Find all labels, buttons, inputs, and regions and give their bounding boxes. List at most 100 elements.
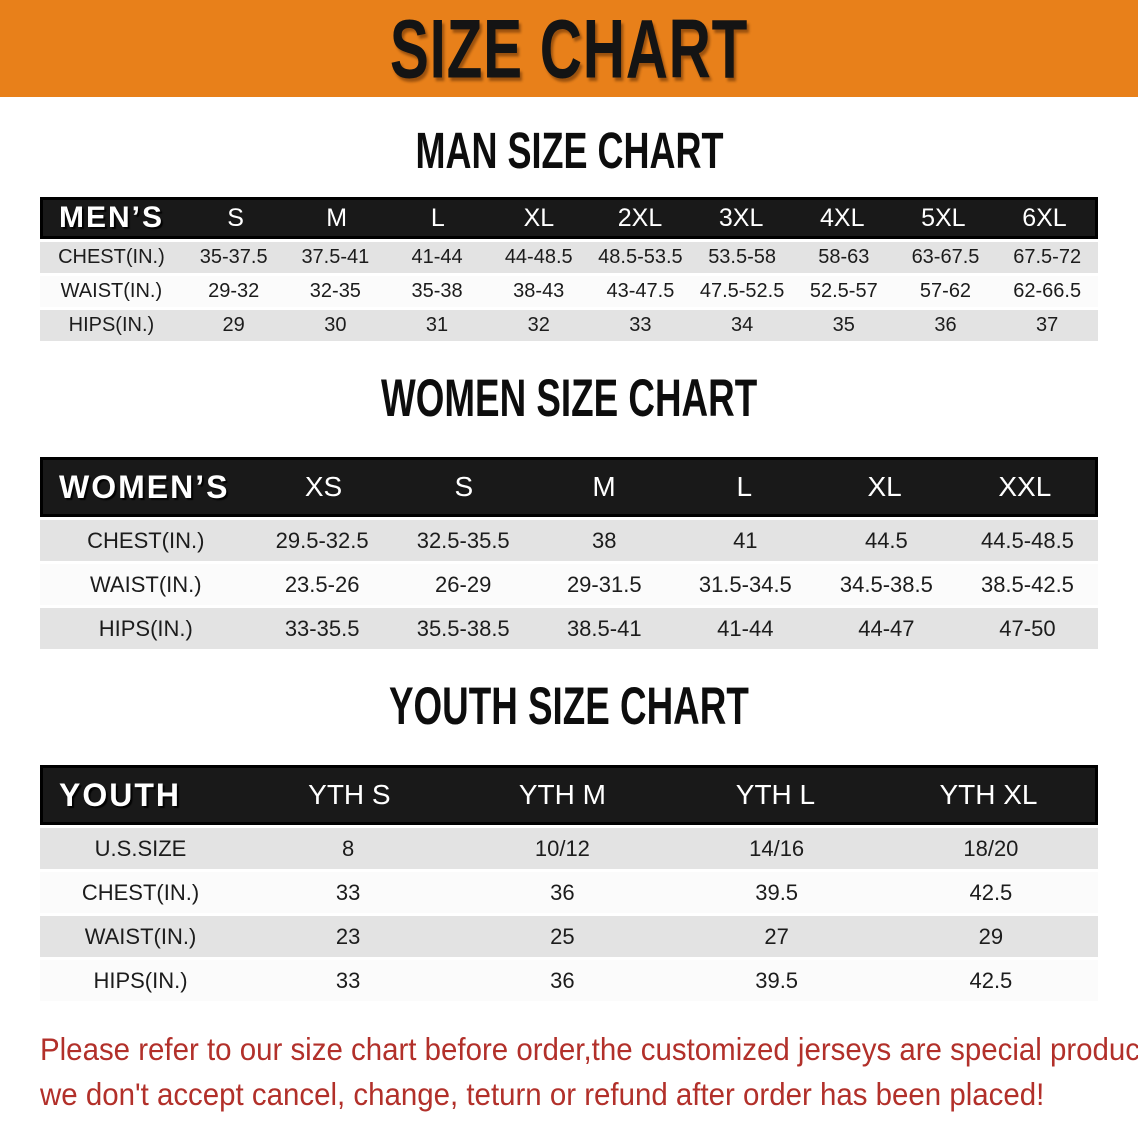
row-label: WAIST(IN.) bbox=[84, 923, 197, 949]
page-title: SIZE CHART bbox=[389, 0, 749, 96]
table-row: U.S.SIZE 8 10/12 14/16 18/20 bbox=[40, 828, 1098, 869]
size-cell: 10/12 bbox=[534, 835, 590, 861]
size-cell: 32-35 bbox=[309, 280, 361, 302]
size-cell: 37 bbox=[1036, 314, 1059, 336]
size-cell: 35 bbox=[832, 314, 855, 336]
column-header: XS bbox=[304, 471, 343, 502]
column-header: 3XL bbox=[718, 203, 764, 232]
table-corner-label: YOUTH bbox=[59, 776, 181, 813]
size-cell: 42.5 bbox=[969, 879, 1013, 905]
size-cell: 53.5-58 bbox=[708, 246, 777, 268]
size-cell: 63-67.5 bbox=[911, 246, 980, 268]
table-corner-label: WOMEN’S bbox=[59, 468, 230, 505]
size-cell: 34 bbox=[730, 314, 754, 336]
size-cell: 25 bbox=[550, 923, 575, 949]
size-cell: 44.5-48.5 bbox=[980, 527, 1074, 553]
size-section-2: YOUTH SIZE CHART YOUTH YTH S YTH M YTH L YTH … bbox=[0, 649, 1138, 1001]
size-cell: 41 bbox=[733, 527, 758, 553]
column-header: YTH S bbox=[308, 779, 391, 810]
table-row: CHEST(IN.) 29.5-32.5 32.5-35.5 38 41 44.5 44.5… bbox=[40, 520, 1098, 561]
size-cell: 33 bbox=[629, 314, 652, 336]
size-cell: 44-48.5 bbox=[504, 246, 573, 268]
column-header: XL bbox=[867, 471, 902, 502]
size-cell: 39.5 bbox=[755, 967, 799, 993]
column-header: YTH M bbox=[518, 779, 606, 810]
size-cell: 23.5-26 bbox=[284, 571, 360, 597]
size-cell: 57-62 bbox=[919, 280, 972, 302]
row-label: CHEST(IN.) bbox=[87, 527, 205, 553]
disclaimer: Please refer to our size chart before or… bbox=[40, 1027, 1138, 1117]
column-header: YTH XL bbox=[939, 779, 1038, 810]
size-cell: 36 bbox=[550, 879, 575, 905]
row-label: CHEST(IN.) bbox=[58, 246, 165, 268]
section-heading: WOMEN SIZE CHART bbox=[380, 368, 758, 428]
column-header: YTH L bbox=[735, 779, 816, 810]
size-cell: 62-66.5 bbox=[1013, 280, 1082, 302]
size-cell: 32.5-35.5 bbox=[416, 527, 510, 553]
size-cell: 39.5 bbox=[755, 879, 799, 905]
size-cell: 34.5-38.5 bbox=[839, 571, 933, 597]
column-header: S bbox=[454, 471, 474, 502]
size-cell: 23 bbox=[335, 923, 361, 949]
size-cell: 36 bbox=[550, 967, 575, 993]
row-label: HIPS(IN.) bbox=[68, 314, 155, 336]
size-cell: 29.5-32.5 bbox=[275, 527, 369, 553]
size-cell: 35-37.5 bbox=[199, 246, 268, 268]
size-section-1: WOMEN SIZE CHART WOMEN’S XS S M L XL XXL CHEST(I… bbox=[0, 341, 1138, 649]
size-cell: 29-31.5 bbox=[566, 571, 642, 597]
size-cell: 44-47 bbox=[858, 615, 915, 641]
size-cell: 38.5-41 bbox=[566, 615, 642, 641]
table-header-row: WOMEN’S XS S M L XL XXL bbox=[40, 457, 1098, 517]
table-row: CHEST(IN.) 35-37.5 37.5-41 41-44 44-48.5 48.5… bbox=[40, 242, 1098, 273]
row-label: HIPS(IN.) bbox=[98, 615, 193, 641]
size-cell: 31.5-34.5 bbox=[698, 571, 792, 597]
column-header: XXL bbox=[998, 471, 1052, 502]
size-section-0: MAN SIZE CHART MEN’S S M L XL 2XL 3XL 4XL 5XL 6XL C… bbox=[0, 97, 1138, 341]
table-row: CHEST(IN.) 33 36 39.5 42.5 bbox=[40, 872, 1098, 913]
column-header: 2XL bbox=[617, 203, 663, 232]
row-label: CHEST(IN.) bbox=[81, 879, 200, 905]
row-label: WAIST(IN.) bbox=[89, 571, 202, 597]
size-cell: 38 bbox=[592, 527, 617, 553]
size-cell: 43-47.5 bbox=[606, 280, 675, 302]
sections-container: MAN SIZE CHART MEN’S S M L XL 2XL 3XL 4XL 5XL 6XL C… bbox=[0, 97, 1138, 1001]
column-header: M bbox=[326, 203, 348, 232]
column-header: S bbox=[227, 203, 244, 232]
column-header: 5XL bbox=[921, 203, 966, 232]
size-cell: 8 bbox=[342, 835, 355, 861]
row-label: U.S.SIZE bbox=[94, 835, 187, 861]
size-cell: 26-29 bbox=[435, 571, 492, 597]
banner: SIZE CHART bbox=[0, 0, 1138, 97]
size-cell: 58-63 bbox=[818, 246, 870, 268]
column-header: L bbox=[430, 203, 445, 232]
column-header: XL bbox=[523, 203, 555, 232]
size-cell: 29 bbox=[222, 314, 245, 336]
size-table: WOMEN’S XS S M L XL XXL CHEST(IN.) 29.5-32.5 32.5… bbox=[40, 457, 1098, 649]
column-header: 6XL bbox=[1022, 203, 1067, 232]
size-cell: 47-50 bbox=[999, 615, 1056, 641]
size-cell: 47.5-52.5 bbox=[699, 280, 785, 302]
table-header-row: MEN’S S M L XL 2XL 3XL 4XL 5XL 6XL bbox=[40, 197, 1098, 239]
table-corner-label: MEN’S bbox=[59, 201, 165, 234]
row-label: WAIST(IN.) bbox=[60, 280, 163, 302]
table-row: WAIST(IN.) 29-32 32-35 35-38 38-43 43-47.5 47.… bbox=[40, 276, 1098, 307]
size-cell: 35-38 bbox=[411, 280, 463, 302]
size-cell: 44.5 bbox=[864, 527, 908, 553]
table-header-row: YOUTH YTH S YTH M YTH L YTH XL bbox=[40, 765, 1098, 825]
size-cell: 37.5-41 bbox=[301, 246, 370, 268]
size-cell: 48.5-53.5 bbox=[598, 246, 683, 268]
size-cell: 38-43 bbox=[513, 280, 565, 302]
section-heading: MAN SIZE CHART bbox=[414, 121, 723, 180]
table-row: HIPS(IN.) 29 30 31 32 33 34 35 36 37 bbox=[40, 310, 1098, 341]
section-heading: YOUTH SIZE CHART bbox=[389, 676, 749, 736]
size-cell: 27 bbox=[764, 923, 789, 949]
size-cell: 41-44 bbox=[717, 615, 774, 641]
size-cell: 42.5 bbox=[969, 967, 1013, 993]
size-cell: 35.5-38.5 bbox=[416, 615, 510, 641]
column-header: M bbox=[592, 471, 616, 502]
table-row: WAIST(IN.) 23.5-26 26-29 29-31.5 31.5-34.5 34… bbox=[40, 564, 1098, 605]
size-cell: 33 bbox=[335, 879, 361, 905]
size-cell: 31 bbox=[425, 314, 449, 336]
size-cell: 33-35.5 bbox=[284, 615, 360, 641]
size-cell: 36 bbox=[934, 314, 957, 336]
